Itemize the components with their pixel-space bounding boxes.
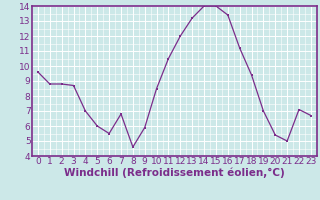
X-axis label: Windchill (Refroidissement éolien,°C): Windchill (Refroidissement éolien,°C) <box>64 168 285 178</box>
